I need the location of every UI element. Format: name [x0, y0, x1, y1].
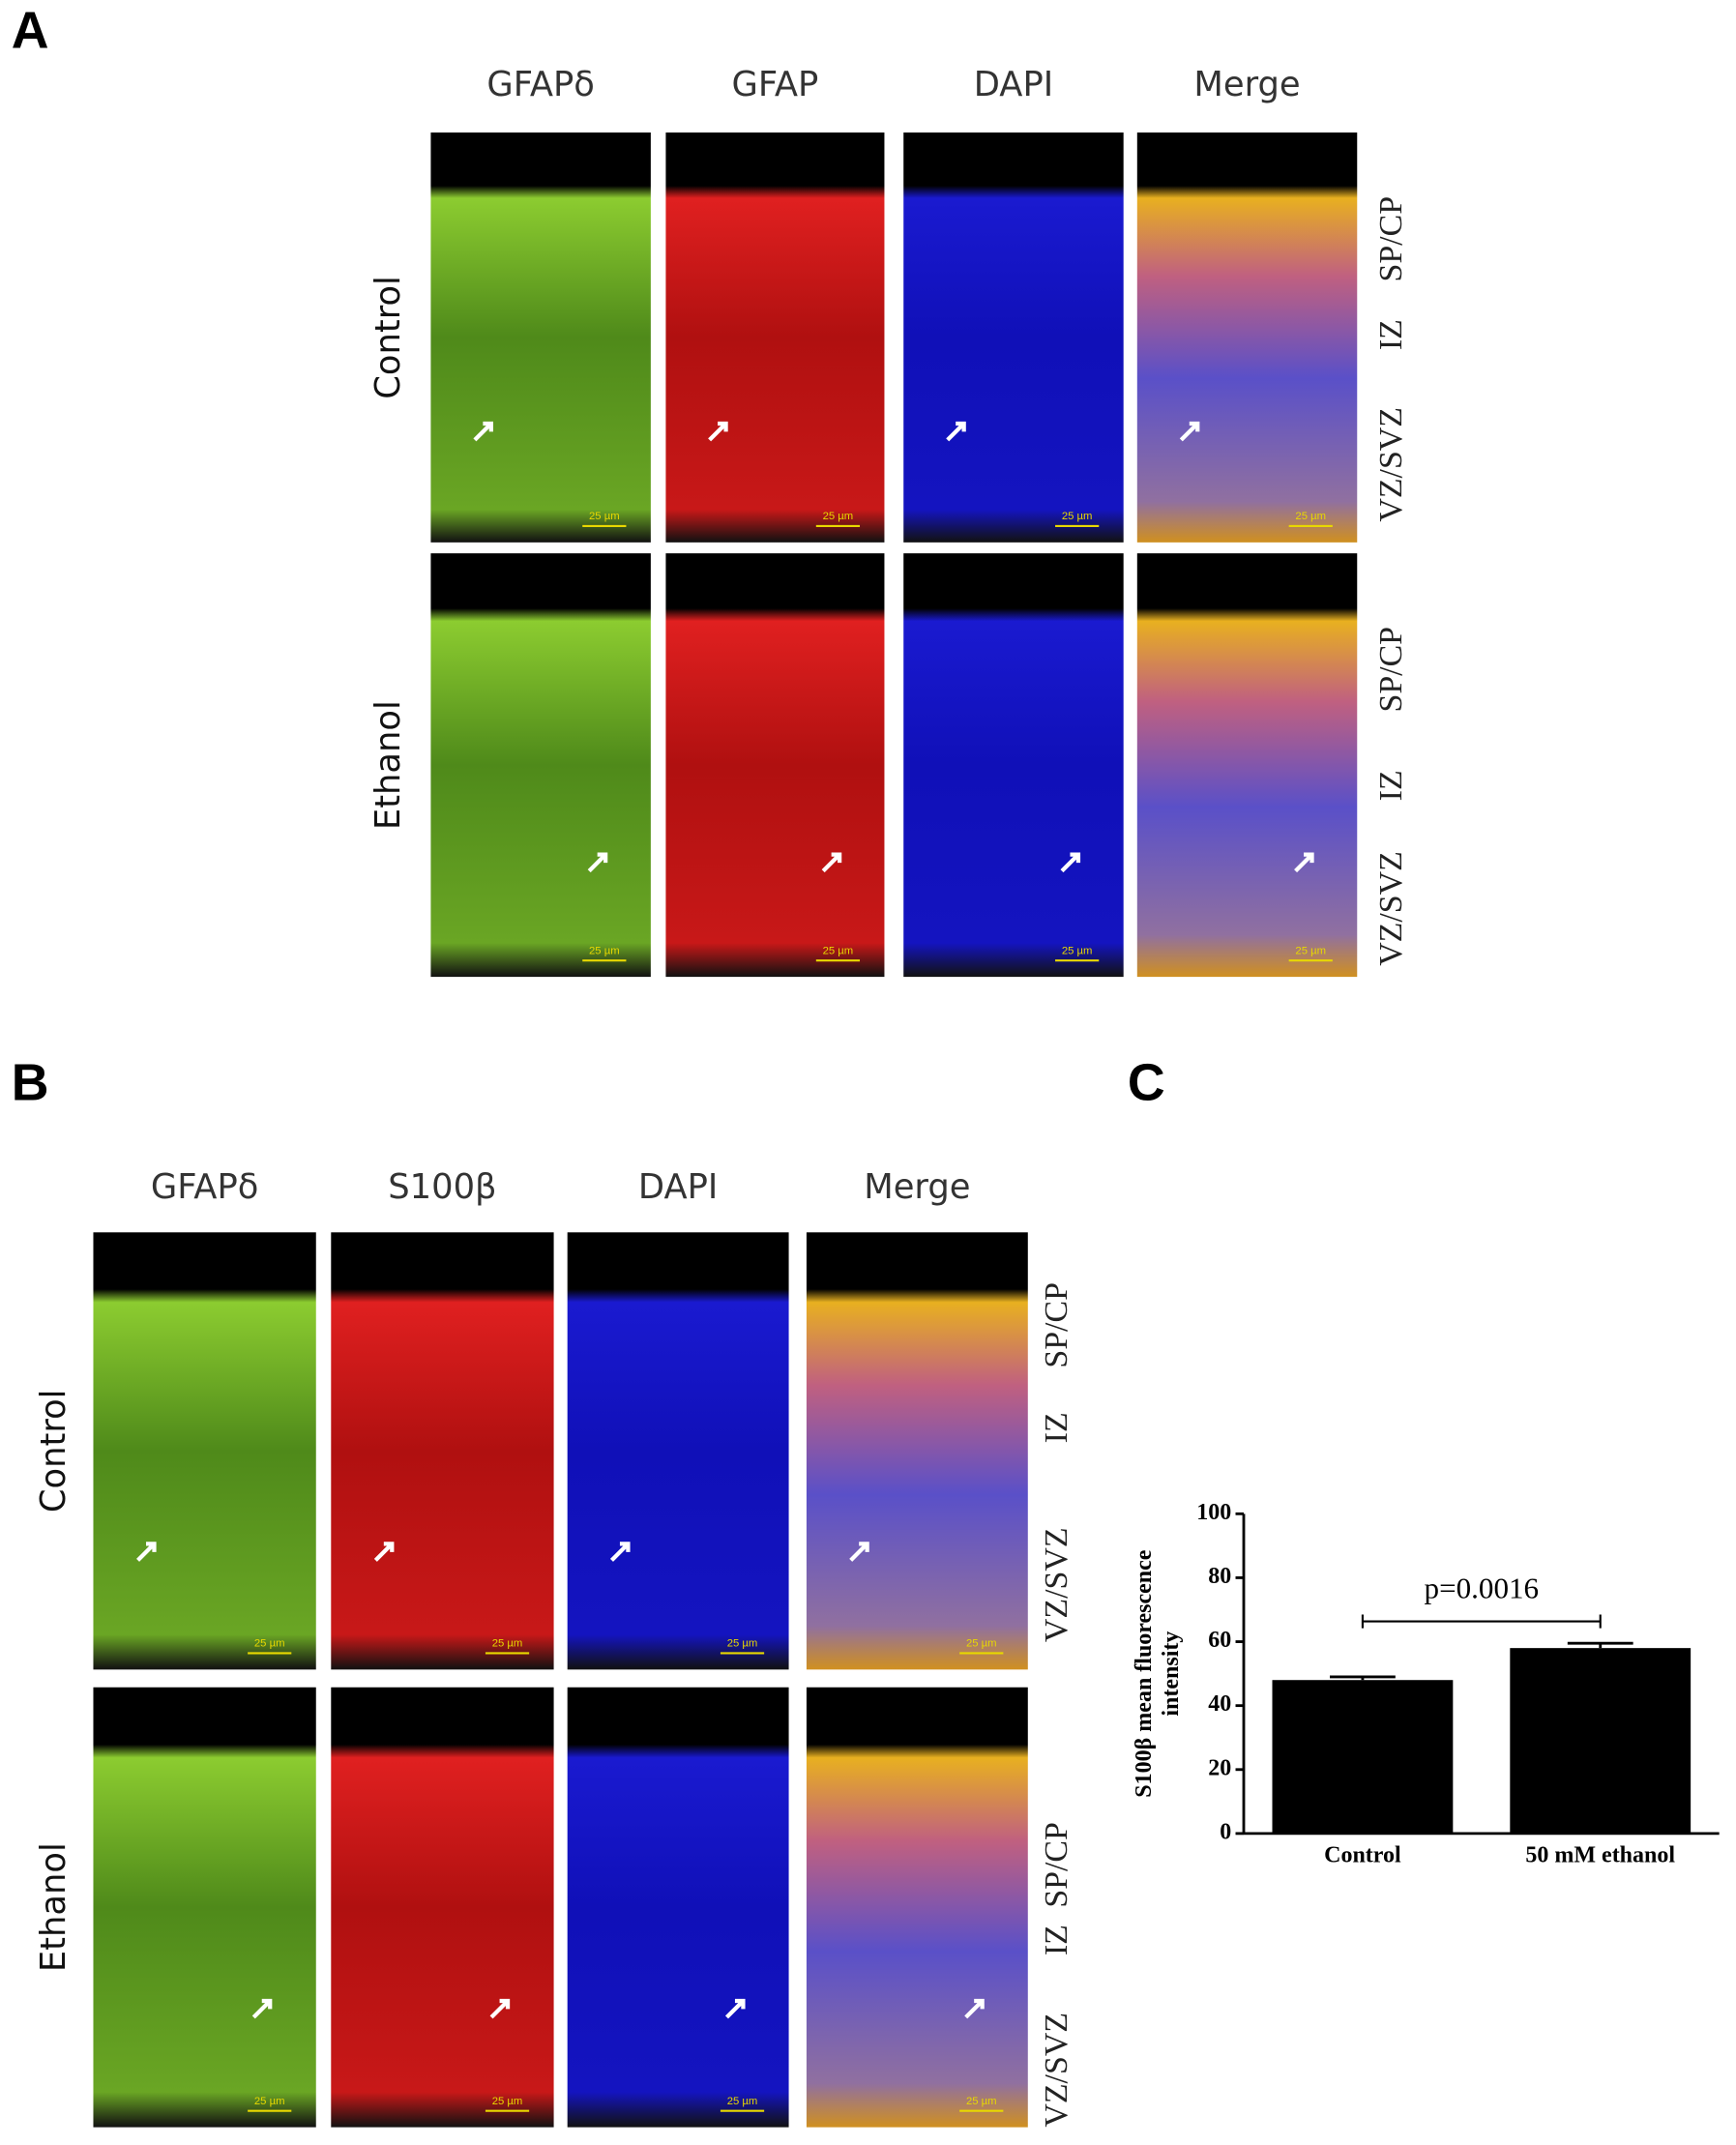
- column-header: DAPI: [974, 65, 1053, 104]
- significance-bracket: [1361, 1614, 1602, 1629]
- scale-bar-label: 25 µm: [1062, 945, 1093, 956]
- micrograph: [430, 553, 651, 978]
- annotation: p=0.0016: [1425, 1572, 1540, 1605]
- scale-bar-label: 25 µm: [1295, 511, 1326, 522]
- micrograph: [567, 1687, 789, 2128]
- error-bar: [1330, 1675, 1396, 1681]
- micrograph: [93, 1687, 316, 2128]
- y-axis-label: S100β mean fluorescence: [1132, 1549, 1157, 1798]
- arrow: [609, 1542, 631, 1562]
- arrow: [489, 1998, 511, 2019]
- column-header: GFAPδ: [151, 1167, 258, 1207]
- micrograph: [665, 553, 885, 978]
- arrow: [1179, 421, 1200, 442]
- zone-label: IZ: [1039, 1925, 1074, 1955]
- arrow: [1060, 852, 1081, 873]
- zone-label: SP/CP: [1039, 1282, 1074, 1368]
- micrograph: [1136, 553, 1358, 978]
- column-header: GFAP: [732, 65, 819, 104]
- y-tick-label: 60: [1208, 1628, 1231, 1653]
- x-tick-label: 50 mM ethanol: [1525, 1842, 1675, 1867]
- scale-bar-label: 25 µm: [1062, 511, 1093, 522]
- scale-bar-label: 25 µm: [727, 2096, 758, 2107]
- scale-bar-label: 25 µm: [254, 1638, 285, 1650]
- arrow: [473, 421, 493, 442]
- y-tick-label: 20: [1208, 1755, 1231, 1780]
- scale-bar-label: 25 µm: [492, 2096, 523, 2107]
- row-label: Ethanol: [34, 1842, 74, 1972]
- arrow: [946, 421, 966, 442]
- arrow: [708, 421, 728, 442]
- y-tick-label: 80: [1208, 1564, 1231, 1589]
- zone-label: SP/CP: [1373, 627, 1409, 713]
- row-label: Control: [34, 1390, 74, 1513]
- bar: [1272, 1680, 1454, 1834]
- scale-bar-label: 25 µm: [727, 1638, 758, 1650]
- arrow: [373, 1542, 395, 1562]
- y-tick-label: 40: [1208, 1691, 1231, 1717]
- micrograph: [806, 1687, 1028, 2128]
- panel-label: B: [12, 1053, 49, 1111]
- y-tick-label: 100: [1196, 1500, 1231, 1525]
- panel-label: C: [1128, 1053, 1165, 1111]
- row-label: Control: [368, 276, 408, 399]
- scale-bar-label: 25 µm: [823, 945, 854, 956]
- micrograph: [903, 553, 1124, 978]
- micrograph: [567, 1232, 789, 1670]
- arrow: [251, 1998, 273, 2019]
- column-header: Merge: [864, 1167, 970, 1207]
- scale-bar-label: 25 µm: [1295, 945, 1326, 956]
- zone-label: VZ/SVZ: [1373, 851, 1409, 966]
- arrow: [821, 852, 842, 873]
- column-header: S100β: [388, 1167, 496, 1207]
- column-header: GFAPδ: [486, 65, 594, 104]
- column-header: Merge: [1193, 65, 1300, 104]
- arrow: [136, 1542, 157, 1562]
- zone-label: SP/CP: [1373, 196, 1409, 282]
- y-tick-label: 0: [1220, 1819, 1231, 1844]
- x-tick-label: Control: [1324, 1842, 1401, 1867]
- scale-bar-label: 25 µm: [823, 511, 854, 522]
- scale-bar-label: 25 µm: [254, 2096, 285, 2107]
- zone-label: VZ/SVZ: [1039, 2013, 1074, 2128]
- micrograph: [93, 1232, 316, 1670]
- arrow: [849, 1542, 869, 1562]
- zone-label: VZ/SVZ: [1373, 407, 1409, 522]
- arrow: [587, 852, 608, 873]
- row-label: Ethanol: [368, 700, 408, 830]
- zone-label: VZ/SVZ: [1039, 1527, 1074, 1642]
- zone-label: IZ: [1039, 1412, 1074, 1443]
- zone-label: IZ: [1373, 319, 1409, 350]
- micrograph: [430, 132, 651, 543]
- micrograph: [1136, 132, 1358, 543]
- arrow: [1294, 852, 1314, 873]
- scale-bar-label: 25 µm: [492, 1638, 523, 1650]
- scale-bar-label: 25 µm: [589, 511, 620, 522]
- micrograph: [903, 132, 1124, 543]
- scale-bar-label: 25 µm: [966, 1638, 997, 1650]
- bar: [1510, 1648, 1692, 1834]
- micrograph: [665, 132, 885, 543]
- micrograph: [331, 1232, 554, 1670]
- column-header: DAPI: [638, 1167, 718, 1207]
- panel-label: A: [12, 2, 49, 60]
- zone-label: SP/CP: [1039, 1822, 1074, 1908]
- scale-bar-label: 25 µm: [966, 2096, 997, 2107]
- error-bar: [1567, 1641, 1633, 1649]
- scale-bar-label: 25 µm: [589, 945, 620, 956]
- y-axis-label: intensity: [1159, 1631, 1184, 1717]
- micrograph: [331, 1687, 554, 2128]
- arrow: [964, 1998, 985, 2019]
- micrograph: [806, 1232, 1028, 1670]
- arrow: [724, 1998, 746, 2019]
- zone-label: IZ: [1373, 770, 1409, 801]
